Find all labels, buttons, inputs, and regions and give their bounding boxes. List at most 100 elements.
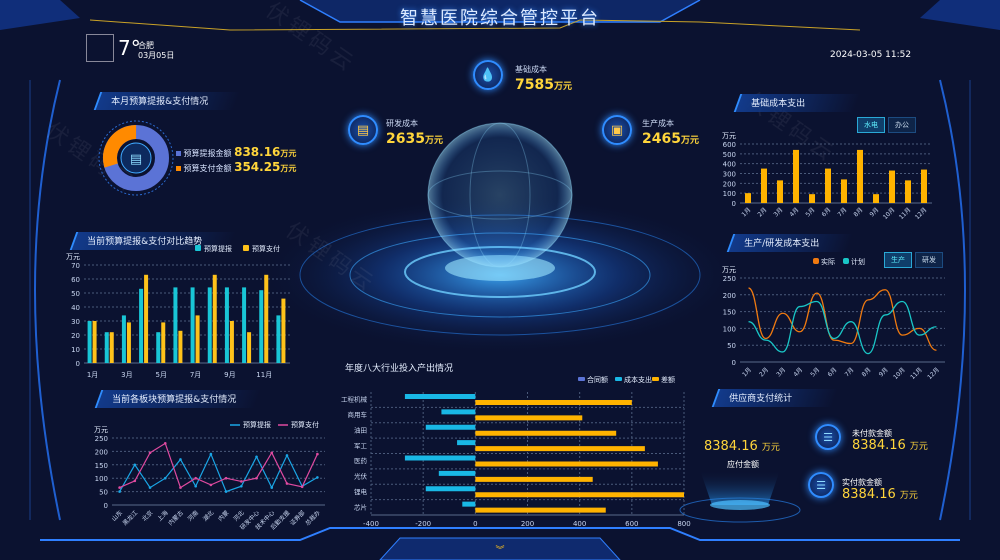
y-tick-label: 40 [71, 304, 80, 312]
y-axis-unit: 万元 [722, 266, 736, 274]
datetime: 2024-03-05 11:52 [830, 50, 912, 60]
panel-title-industry: 年度八大行业投入产出情况 [345, 364, 454, 374]
x-tick-label: 1月 [87, 371, 98, 379]
card-icon: ▤ [348, 115, 378, 145]
bar [92, 321, 97, 363]
unpaid-value: 8384.16 [852, 438, 906, 453]
x-tick-label: 河南 [186, 509, 200, 523]
bar [825, 168, 831, 203]
bar [109, 332, 114, 363]
donut-slice-paid [103, 125, 169, 191]
data-point [148, 486, 152, 489]
bar [259, 290, 264, 363]
x-tick-label: 北京 [140, 509, 154, 523]
tab-water-electric[interactable]: 水电 [857, 117, 885, 133]
legend-label: 预算提报 [243, 420, 271, 429]
weather-city: 合肥 [138, 41, 154, 50]
y-tick-label: 50 [71, 290, 80, 298]
payable-value: 8384.16 [704, 439, 758, 454]
data-point [255, 476, 258, 480]
payable-unit: 万元 [761, 443, 780, 453]
y-tick-label: 医药 [354, 456, 368, 465]
y-tick-label: 250 [95, 435, 108, 443]
x-tick-label: -200 [415, 520, 431, 528]
y-tick-label: 100 [723, 190, 736, 198]
x-tick-label: 内蒙 [216, 509, 230, 523]
y-tick-label: 50 [727, 342, 736, 350]
bar-diff [475, 461, 658, 467]
x-tick-label: 12月 [914, 206, 929, 221]
x-tick-label: 7月 [190, 371, 201, 379]
x-tick-label: 10月 [882, 206, 897, 221]
bar [276, 315, 281, 363]
bar-diff [475, 507, 606, 513]
bar [921, 169, 927, 203]
document-icon: ▣ [602, 115, 632, 145]
data-point [194, 484, 197, 488]
y-tick-label: 工程机械 [341, 395, 368, 404]
data-point [163, 442, 167, 445]
kpi-rd-unit: 万元 [424, 136, 443, 146]
paid-unit: 万元 [899, 491, 918, 501]
x-tick-label: 8月 [861, 366, 873, 378]
bar-cost [404, 455, 476, 461]
series-line [119, 442, 318, 489]
bar-cost [441, 409, 476, 415]
x-tick-label: 11月 [256, 371, 272, 379]
kpi-basic-label: 基础成本 [515, 65, 547, 74]
legend-label: 预算提报 [204, 244, 232, 253]
legend-swatch [813, 258, 819, 264]
legend-label: 计划 [851, 257, 865, 266]
bar [777, 180, 783, 203]
bar [761, 168, 767, 203]
legend-paid: 预算支付金额 354.25万元 [176, 160, 296, 174]
weather-image [86, 34, 114, 62]
data-point [240, 484, 243, 488]
kpi-prod-unit: 万元 [680, 136, 699, 146]
x-tick-label: 1月 [741, 366, 753, 378]
x-tick-label: 总裁办 [303, 509, 321, 527]
tab-rd[interactable]: 研发 [915, 252, 943, 268]
y-tick-label: 军工 [354, 442, 368, 450]
data-point [224, 490, 228, 493]
kpi-basic-unit: 万元 [553, 82, 572, 92]
legend-swatch [578, 377, 585, 381]
y-tick-label: 0 [732, 200, 736, 208]
data-point [209, 452, 213, 456]
x-tick-label: 2月 [757, 206, 769, 218]
data-point [316, 452, 319, 456]
bar [745, 193, 751, 203]
data-point [179, 486, 182, 489]
budget-donut: ▤ [98, 120, 174, 196]
legend-label: 预算支付 [291, 420, 319, 429]
tab-office[interactable]: 办公 [888, 117, 916, 133]
bar-diff [475, 430, 617, 436]
data-point [163, 476, 167, 480]
bar-diff [475, 446, 645, 452]
bar-cost [457, 440, 476, 446]
bar [126, 322, 131, 363]
data-point [118, 490, 121, 493]
data-point [194, 476, 197, 480]
legend-submitted: 预算提报金额 838.16万元 [176, 145, 296, 159]
water-drop-icon: 💧 [473, 60, 503, 90]
x-tick-label: 11月 [898, 206, 913, 221]
x-tick-label: 6月 [821, 206, 833, 218]
unpaid-label: 未付款金额 [852, 429, 892, 438]
data-point [209, 483, 213, 487]
x-tick-label: 400 [573, 520, 586, 528]
y-tick-label: 150 [723, 309, 736, 317]
bar [873, 194, 879, 203]
bar [121, 315, 126, 363]
y-tick-label: 30 [71, 318, 80, 326]
y-tick-label: 20 [71, 332, 80, 340]
bar [87, 321, 92, 363]
bar [242, 287, 247, 363]
kpi-prod-label: 生产成本 [642, 119, 674, 128]
bar [281, 298, 286, 363]
x-tick-label: 7月 [844, 366, 856, 378]
unpaid-icon: ☰ [815, 424, 841, 450]
y-tick-label: 0 [104, 502, 108, 510]
tab-production[interactable]: 生产 [884, 252, 912, 268]
series-line [119, 452, 318, 493]
